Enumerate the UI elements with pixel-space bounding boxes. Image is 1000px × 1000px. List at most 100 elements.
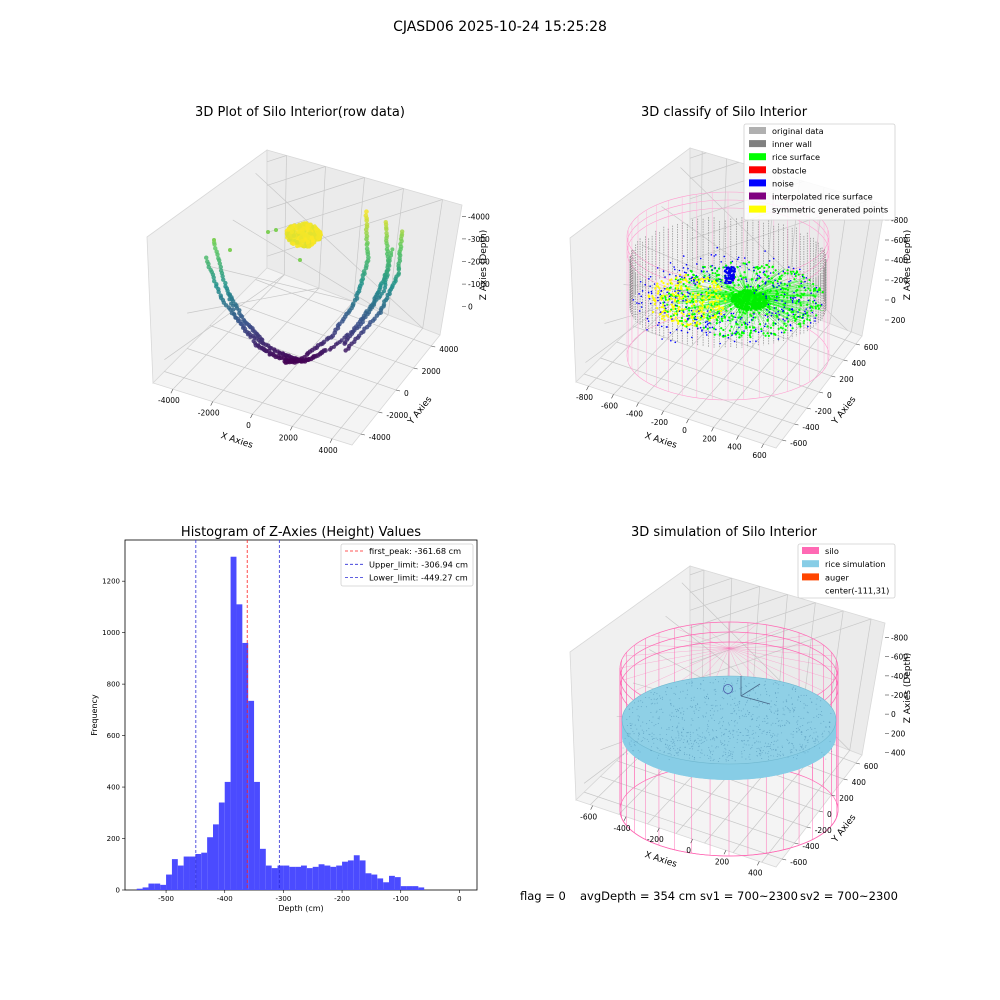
classify-plot-legend: original data inner wall rice surface obsta…: [743, 123, 896, 221]
histogram-bar: [207, 837, 213, 890]
raw-data-3d-plot: 3D Plot of Silo Interior(row data) -4000…: [146, 105, 490, 455]
y-tick-label: 0: [827, 810, 832, 819]
histogram-bar: [259, 848, 266, 890]
z-tick-label: -400: [891, 672, 908, 681]
z-tick-label: -1000: [468, 280, 490, 289]
status-avg-depth: avgDepth = 354 cm: [580, 889, 696, 903]
x-tick-label: -300: [275, 895, 291, 903]
y-tick-label: -600: [790, 439, 807, 448]
histogram-bar: [400, 886, 407, 890]
histogram-bar: [277, 865, 284, 890]
simulation-plot-y-ticks: -600 -400 -200 0 200 400 600: [782, 762, 878, 867]
x-tick-label: 200: [715, 857, 730, 866]
simulation-3d-plot: 3D simulation of Silo Interior -600-400-…: [569, 525, 913, 877]
x-tick-label: -500: [158, 895, 174, 903]
legend-entry: first_peak: -361.68 cm: [369, 546, 461, 556]
histogram-bar: [171, 859, 178, 890]
x-tick-label: 200: [702, 434, 717, 443]
histogram-bar: [265, 865, 272, 890]
histogram-ylabel: Frequency: [90, 694, 99, 736]
histogram-bar: [324, 865, 331, 890]
x-tick-label: -400: [217, 895, 233, 903]
z-tick-label: -3000: [468, 235, 490, 244]
z-tick-label: -4000: [468, 212, 490, 221]
y-tick-label: 800: [107, 681, 120, 689]
x-tick-label: -200: [647, 835, 664, 844]
x-tick-label: 0: [246, 421, 251, 430]
classify-plot-zlabel: Z Axies (Depth): [903, 230, 913, 301]
x-tick-label: -4000: [158, 396, 180, 405]
histogram-bar: [383, 882, 389, 890]
histogram-bar: [295, 866, 301, 890]
y-tick-label: -400: [802, 423, 819, 432]
histogram-bar: [301, 865, 307, 890]
z-tick-label: -2000: [468, 258, 490, 267]
raw-plot-grid: [164, 155, 443, 440]
status-sv2: sv2 = 700~2300: [800, 889, 898, 903]
histogram-bar: [148, 883, 155, 890]
histogram-bar: [236, 604, 243, 890]
histogram-bar: [306, 868, 313, 890]
simulation-plot-xlabel: X Axies: [643, 850, 678, 870]
histogram-bar: [242, 642, 249, 890]
histogram-bar: [142, 887, 149, 890]
z-tick-label: 0: [468, 303, 473, 312]
legend-entry: inner wall: [772, 139, 812, 149]
histogram-title: Histogram of Z-Axies (Height) Values: [181, 525, 421, 540]
raw-plot-x-ticks: -4000 -2000 0 2000 4000: [158, 389, 338, 455]
simulation-plot-legend: silo rice simulation auger center(-111,31): [797, 543, 896, 599]
legend-entry: obstacle: [772, 165, 807, 175]
y-tick-label: 400: [852, 778, 867, 787]
z-tick-label: -800: [891, 216, 908, 225]
x-tick-label: 0: [682, 426, 687, 435]
histogram-bar: [318, 864, 325, 890]
status-flag: flag = 0: [520, 889, 566, 903]
z-tick-label: -400: [891, 256, 908, 265]
z-tick-label: 0: [891, 710, 896, 719]
histogram-bar: [271, 868, 278, 890]
raw-plot-xlabel: X Axies: [219, 431, 254, 451]
rice-simulation-surface: [621, 675, 837, 780]
legend-swatch: [749, 205, 766, 213]
y-tick-label: 400: [107, 784, 120, 792]
classify-plot-ylabel: Y Axies: [830, 395, 859, 428]
legend-swatch: [749, 166, 766, 174]
histogram-bar: [136, 888, 143, 890]
y-tick-label: 200: [839, 375, 854, 384]
legend-swatch: [749, 179, 766, 187]
x-tick-label: 400: [748, 868, 763, 877]
auger-marker: [723, 676, 771, 705]
legend-entry: symmetric generated points: [772, 205, 888, 215]
x-tick-label: 2000: [279, 433, 298, 442]
histogram-bar: [160, 884, 167, 890]
histogram-bar: [330, 866, 337, 890]
x-tick-label: -800: [576, 393, 593, 402]
histogram-bar: [412, 886, 419, 890]
raw-plot-ylabel: Y Axies: [406, 395, 435, 428]
z-tick-label: -800: [891, 634, 908, 643]
x-tick-label: -600: [580, 813, 597, 822]
histogram-bar: [230, 556, 237, 890]
y-tick-label: -2000: [386, 411, 408, 420]
x-tick-label: -600: [601, 401, 618, 410]
y-tick-label: 200: [839, 794, 854, 803]
legend-entry: rice simulation: [825, 559, 885, 569]
histogram-bar: [201, 852, 208, 890]
x-tick-label: -400: [626, 410, 643, 419]
histogram-bar: [389, 875, 395, 890]
simulation-plot-zlabel: Z Axies (Depth): [903, 653, 913, 724]
y-tick-label: -4000: [369, 433, 391, 442]
y-tick-label: 0: [827, 391, 832, 400]
z-tick-label: 200: [891, 316, 906, 325]
histogram-bar: [218, 802, 225, 890]
x-tick-label: 4000: [319, 446, 338, 455]
histogram-bar: [353, 855, 360, 890]
classify-plot-title: 3D classify of Silo Interior: [641, 105, 808, 120]
histogram-bar: [195, 853, 202, 890]
histogram-bar: [248, 700, 255, 890]
y-tick-label: 2000: [422, 367, 441, 376]
y-tick-label: -200: [815, 407, 832, 416]
histogram-bar: [224, 781, 231, 890]
histogram-bar: [183, 856, 190, 890]
